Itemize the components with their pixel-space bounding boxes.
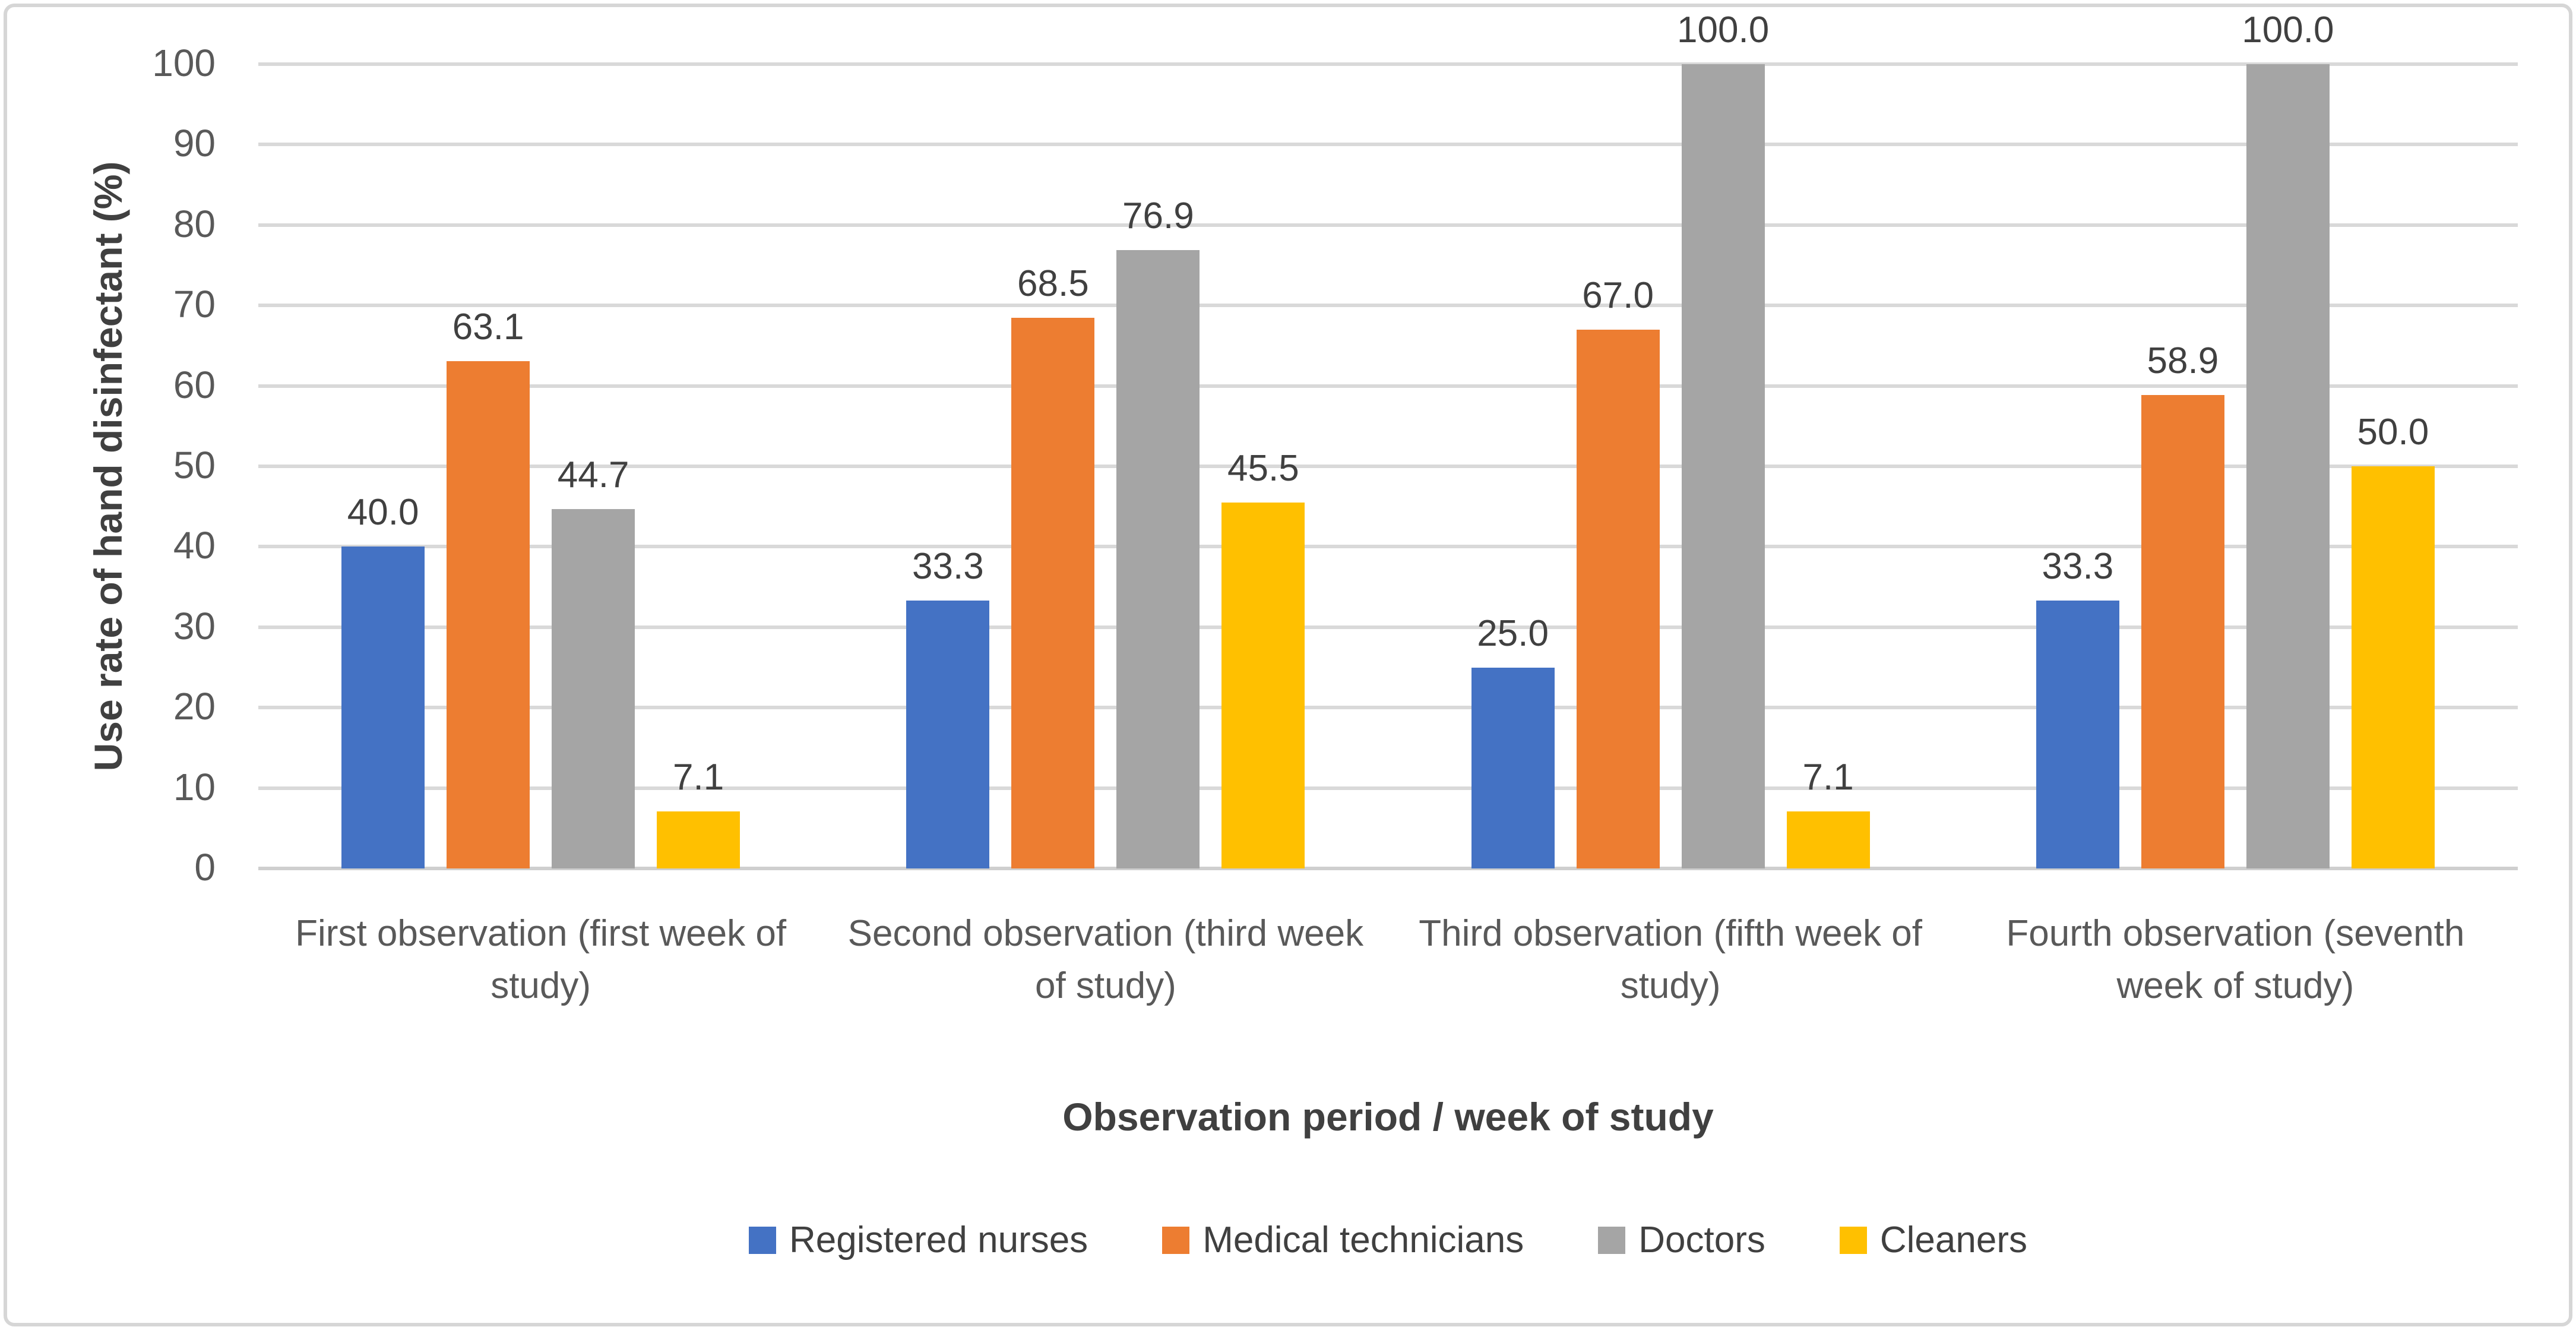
bar-fill bbox=[1681, 64, 1765, 868]
y-tick-label: 100 bbox=[152, 42, 216, 84]
bar-fill bbox=[2351, 466, 2435, 868]
legend-swatch bbox=[1839, 1226, 1867, 1254]
gridline bbox=[258, 545, 2518, 549]
bar-fill bbox=[657, 811, 740, 868]
bar-registered-nurses: 40.0 bbox=[341, 64, 425, 868]
x-axis-line bbox=[258, 867, 2518, 870]
y-tick-label: 30 bbox=[173, 604, 216, 647]
y-tick-label: 70 bbox=[173, 283, 216, 326]
data-label: 100.0 bbox=[2242, 10, 2334, 50]
gridline bbox=[258, 786, 2518, 790]
bar-fill bbox=[447, 361, 530, 868]
data-label: 7.1 bbox=[673, 756, 724, 798]
data-label: 40.0 bbox=[347, 492, 419, 533]
bar-fill bbox=[1786, 811, 1870, 868]
x-category-label: First observation (first week of study) bbox=[295, 913, 787, 1007]
bar-fill bbox=[341, 546, 425, 868]
y-tick-label: 0 bbox=[194, 846, 216, 889]
bar-fill bbox=[1576, 329, 1660, 868]
data-label: 7.1 bbox=[1802, 756, 1854, 798]
gridline bbox=[258, 625, 2518, 629]
bar-fill bbox=[552, 508, 635, 868]
legend-label: Doctors bbox=[1638, 1220, 1765, 1261]
x-category-label: Second observation (third week of study) bbox=[847, 913, 1364, 1007]
y-tick-label: 90 bbox=[173, 122, 216, 165]
legend-swatch bbox=[1598, 1226, 1626, 1254]
bar-group: 40.0 63.1 44.7 7.1 bbox=[258, 64, 823, 868]
bar-group: 33.3 58.9 100.0 50.0 bbox=[1953, 12, 2518, 868]
bar-cleaners: 45.5 bbox=[1221, 64, 1305, 868]
gridline bbox=[258, 304, 2518, 308]
x-category-label: Third observation (fifth week of study) bbox=[1419, 913, 1922, 1007]
bar-cleaners: 7.1 bbox=[1786, 64, 1870, 868]
bar-doctors: 100.0 bbox=[2242, 12, 2334, 868]
x-axis-title: Observation period / week of study bbox=[1062, 1095, 1714, 1139]
gridlines bbox=[258, 62, 2518, 870]
legend-item-registered-nurses: Registered nurses bbox=[749, 1219, 1088, 1261]
bar-doctors: 44.7 bbox=[552, 64, 635, 868]
gridline bbox=[258, 143, 2518, 147]
data-label: 100.0 bbox=[1677, 10, 1770, 50]
legend-label: Registered nurses bbox=[789, 1220, 1088, 1261]
legend-item-medical-technicians: Medical technicians bbox=[1162, 1219, 1524, 1261]
data-label: 45.5 bbox=[1227, 447, 1299, 489]
bar-groups: 40.0 63.1 44.7 7.1 33.3 68.5 76.9 45.5 25.0 67.0 1… bbox=[258, 12, 2518, 868]
bar-medical-technicians: 63.1 bbox=[447, 64, 530, 868]
bar-fill bbox=[906, 601, 990, 868]
gridline bbox=[258, 62, 2518, 66]
data-label: 67.0 bbox=[1582, 274, 1654, 316]
bar-fill bbox=[1011, 317, 1095, 868]
data-label: 44.7 bbox=[557, 454, 629, 495]
x-category-label: Fourth observation (seventh week of stud… bbox=[2006, 913, 2465, 1007]
legend-swatch bbox=[1162, 1226, 1190, 1254]
bar-fill bbox=[1471, 667, 1555, 868]
bar-fill bbox=[2141, 394, 2224, 868]
legend-item-doctors: Doctors bbox=[1598, 1219, 1765, 1261]
bar-doctors: 100.0 bbox=[1677, 12, 1769, 868]
y-tick-label: 10 bbox=[173, 765, 216, 808]
data-label: 50.0 bbox=[2357, 412, 2429, 453]
x-category-labels: First observation (first week of study) S… bbox=[258, 908, 2518, 1012]
y-tick-label: 40 bbox=[173, 524, 216, 567]
bar-fill bbox=[2246, 64, 2330, 868]
bar-medical-technicians: 58.9 bbox=[2141, 64, 2224, 868]
data-label: 76.9 bbox=[1122, 195, 1194, 236]
bar-fill bbox=[2036, 601, 2119, 868]
legend-label: Medical technicians bbox=[1202, 1220, 1524, 1261]
data-label: 58.9 bbox=[2147, 340, 2219, 381]
bar-medical-technicians: 68.5 bbox=[1011, 64, 1095, 868]
gridline bbox=[258, 384, 2518, 388]
legend-swatch bbox=[749, 1226, 777, 1254]
bar-group: 25.0 67.0 100.0 7.1 bbox=[1388, 12, 1953, 868]
data-label: 33.3 bbox=[2042, 546, 2114, 587]
bar-medical-technicians: 67.0 bbox=[1576, 64, 1660, 868]
bar-registered-nurses: 33.3 bbox=[2036, 64, 2119, 868]
bar-doctors: 76.9 bbox=[1116, 64, 1200, 868]
data-label: 33.3 bbox=[912, 546, 984, 587]
bar-group: 33.3 68.5 76.9 45.5 bbox=[823, 64, 1388, 868]
y-tick-label: 60 bbox=[173, 363, 216, 406]
y-tick-label: 50 bbox=[173, 444, 216, 486]
data-label: 25.0 bbox=[1477, 612, 1549, 654]
bar-fill bbox=[1221, 502, 1305, 868]
plot-area: 40.0 63.1 44.7 7.1 33.3 68.5 76.9 45.5 25.0 67.0 1… bbox=[258, 12, 2518, 870]
legend-item-cleaners: Cleaners bbox=[1839, 1219, 2027, 1261]
bar-registered-nurses: 33.3 bbox=[906, 64, 990, 868]
bar-fill bbox=[1116, 249, 1200, 868]
data-label: 63.1 bbox=[452, 306, 524, 347]
legend-label: Cleaners bbox=[1879, 1220, 2027, 1261]
data-label: 68.5 bbox=[1017, 263, 1089, 304]
gridline bbox=[258, 706, 2518, 710]
y-tick-label: 20 bbox=[173, 685, 216, 728]
bar-cleaners: 50.0 bbox=[2351, 64, 2435, 868]
bar-cleaners: 7.1 bbox=[657, 64, 740, 868]
y-axis-ticks: 0 10 20 30 40 50 60 70 80 90 100 bbox=[59, 44, 216, 886]
gridline bbox=[258, 465, 2518, 468]
bar-registered-nurses: 25.0 bbox=[1471, 64, 1555, 868]
gridline bbox=[258, 223, 2518, 227]
legend: Registered nurses Medical technicians Doct… bbox=[258, 1219, 2518, 1261]
y-tick-label: 80 bbox=[173, 202, 216, 245]
